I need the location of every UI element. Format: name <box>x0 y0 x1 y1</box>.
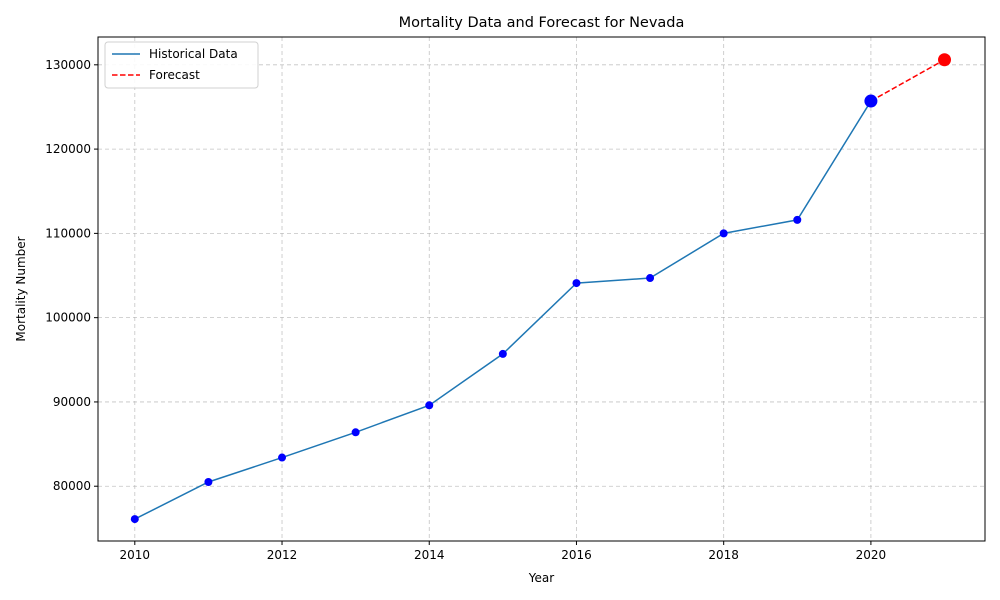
plot-frame <box>97 36 986 542</box>
y-axis-label: Mortality Number <box>14 236 28 341</box>
legend-label: Forecast <box>149 68 200 82</box>
historical-point <box>498 349 507 358</box>
legend-box <box>104 41 259 89</box>
historical-point <box>351 428 360 437</box>
historical-point <box>425 401 434 410</box>
x-tick-label: 2016 <box>561 548 592 562</box>
y-tick-label: 110000 <box>45 226 91 240</box>
historical-point <box>646 274 655 283</box>
forecast-point <box>938 53 952 67</box>
chart-title: Mortality Data and Forecast for Nevada <box>399 15 685 31</box>
forecast-line <box>870 59 945 102</box>
historical-line <box>134 100 872 520</box>
historical-point <box>278 453 287 462</box>
data-points <box>130 53 952 524</box>
historical-point <box>719 229 728 238</box>
legend: Historical Data Forecast <box>104 41 259 89</box>
x-tick-label: 2020 <box>856 548 887 562</box>
legend-label: Historical Data <box>149 47 238 61</box>
y-tick-label: 130000 <box>45 58 91 72</box>
historical-point <box>204 478 213 487</box>
historical-point <box>572 279 581 288</box>
x-tick-label: 2010 <box>120 548 151 562</box>
x-axis-label: Year <box>528 571 554 585</box>
grid <box>98 37 985 541</box>
x-tick-label: 2018 <box>708 548 739 562</box>
historical-point <box>793 215 802 224</box>
historical-last-point <box>864 94 878 108</box>
historical-point <box>130 515 139 524</box>
axis-ticks: 2010 2012 2014 2016 2018 2020 80000 90000 100000… <box>45 58 886 562</box>
y-tick-label: 100000 <box>45 311 91 325</box>
y-tick-label: 90000 <box>53 395 91 409</box>
x-tick-label: 2012 <box>267 548 298 562</box>
series-lines <box>134 59 945 520</box>
y-tick-label: 120000 <box>45 142 91 156</box>
y-tick-label: 80000 <box>53 479 91 493</box>
x-tick-label: 2014 <box>414 548 445 562</box>
